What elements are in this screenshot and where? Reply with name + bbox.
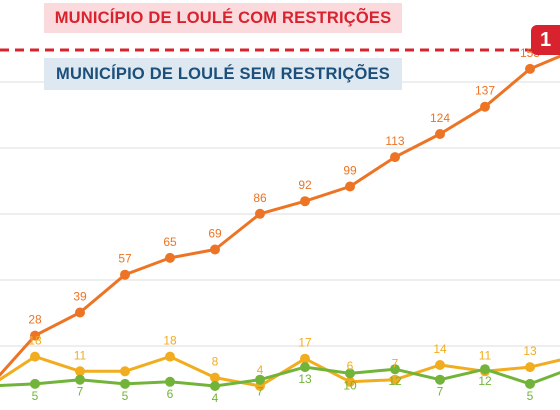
series-1-point-10	[435, 360, 445, 370]
series-2-point-1	[30, 378, 40, 389]
series-0-label-8: 99	[343, 164, 357, 178]
series-0-label-1: 28	[28, 313, 42, 327]
series-1-point-7	[300, 353, 310, 364]
series-2-label-2: 7	[77, 385, 84, 399]
series-1-label-4: 18	[163, 334, 177, 348]
threshold-badge: 1	[531, 25, 560, 55]
series-1-point-8	[345, 376, 355, 387]
series-1-point-4	[165, 351, 175, 362]
series-0-label-9: 113	[385, 134, 404, 148]
series-0-point-9	[390, 152, 400, 163]
series-0-point-1	[30, 330, 40, 341]
series-0	[0, 54, 560, 378]
series-0-point-12	[525, 63, 535, 74]
series-0-label-3: 57	[118, 252, 132, 266]
series-1-point-3	[120, 366, 130, 377]
series-2-line	[0, 365, 560, 388]
series-1-label-5: 8	[212, 355, 219, 369]
series-2-point-9	[390, 364, 400, 375]
series-1-label-8: 6	[347, 359, 354, 373]
series-2-label-8: 10	[343, 378, 357, 392]
series-0-point-2	[75, 307, 85, 318]
series-0-label-5: 69	[208, 227, 222, 241]
series-0-label-7: 92	[298, 178, 312, 192]
series-2-point-12	[525, 378, 535, 389]
series-2-label-10: 7	[437, 385, 444, 399]
series-1-point-2	[75, 366, 85, 377]
series-1-label-7: 17	[298, 336, 312, 350]
series-1-label-10: 14	[433, 342, 447, 356]
series-0-label-10: 124	[430, 111, 450, 125]
series-1-point-5	[210, 372, 220, 383]
series-0-label-11: 137	[475, 84, 495, 98]
series-layer	[0, 54, 560, 391]
series-2-point-5	[210, 381, 220, 391]
series-0-label-2: 39	[73, 290, 87, 304]
banner-with-restrictions: MUNICÍPIO DE LOULÉ COM RESTRIÇÕES	[44, 3, 402, 33]
series-1-label-1: 18	[28, 334, 42, 348]
series-0-label-6: 86	[253, 191, 267, 205]
series-0-point-11	[480, 101, 490, 112]
series-2-label-7: 13	[298, 372, 312, 386]
series-2-point-11	[480, 364, 490, 375]
series-2-point-8	[345, 368, 355, 379]
series-2-label-1: 5	[32, 389, 39, 403]
grid-layer	[0, 81, 560, 347]
series-2-label-9: 12	[388, 374, 402, 388]
series-2-label-12: 5	[527, 389, 534, 403]
series-1-label-12: 13	[523, 344, 537, 358]
series-2-point-7	[300, 362, 310, 373]
series-1-label-11: 11	[479, 348, 492, 362]
series-0-point-8	[345, 181, 355, 192]
series-0-line	[0, 54, 560, 378]
series-0-point-7	[300, 196, 310, 207]
data-label-layer: 4283957656986929911312413715518111884176…	[28, 46, 540, 405]
series-1-point-1	[30, 351, 40, 362]
series-2	[0, 362, 560, 391]
series-2-point-10	[435, 374, 445, 385]
series-2-label-4: 6	[167, 387, 174, 401]
series-1-point-12	[525, 362, 535, 373]
banner-without-restrictions: MUNICÍPIO DE LOULÉ SEM RESTRIÇÕES	[44, 58, 402, 90]
series-0-point-10	[435, 129, 445, 139]
series-2-label-6: 7	[257, 385, 264, 399]
series-2-point-3	[120, 378, 130, 389]
series-2-point-2	[75, 374, 85, 385]
series-1-label-6: 4	[257, 363, 264, 377]
series-1-label-9: 7	[392, 357, 399, 371]
series-2-label-11: 12	[478, 374, 492, 388]
series-0-point-4	[165, 252, 175, 263]
series-2-label-3: 5	[122, 389, 129, 403]
series-0-point-5	[210, 244, 220, 255]
series-2-point-6	[255, 374, 265, 385]
series-0-point-6	[255, 208, 265, 219]
series-0-label-4: 65	[163, 235, 177, 249]
series-2-point-4	[165, 376, 175, 387]
series-0-point-3	[120, 269, 130, 280]
series-2-label-5: 4	[212, 391, 219, 405]
series-1-point-9	[390, 374, 400, 385]
series-1-label-2: 11	[74, 348, 87, 362]
